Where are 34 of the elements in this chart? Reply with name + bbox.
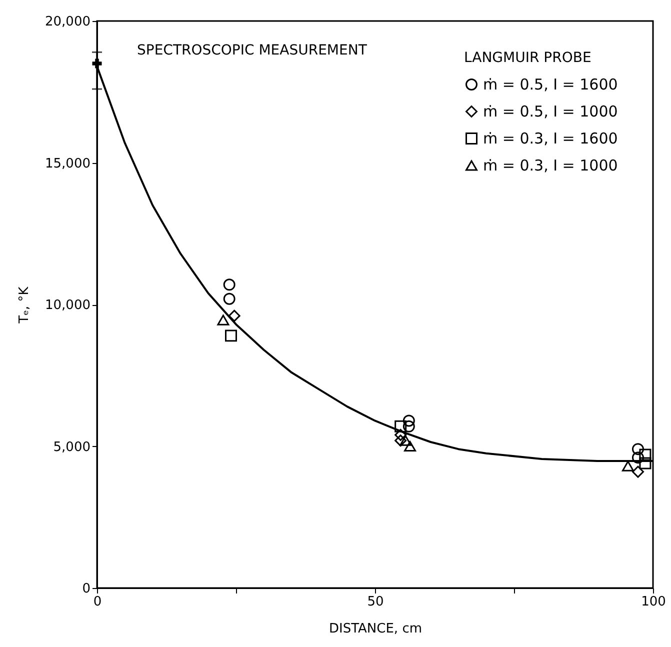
point — [632, 466, 644, 478]
legend-label: ṁ = 0.3, I = 1000 — [483, 156, 618, 174]
point — [394, 428, 407, 441]
point — [228, 310, 240, 322]
x-tick-label: 50 — [367, 594, 384, 610]
point — [632, 443, 644, 456]
point — [400, 435, 412, 446]
y-tick-label: 20,000 — [45, 14, 90, 30]
point — [217, 314, 230, 326]
y-tick-label: 10,000 — [45, 298, 90, 313]
point — [622, 460, 634, 472]
point — [394, 420, 407, 432]
y-tick-label: 5,000 — [53, 440, 90, 455]
y-axis-title: Tₑ, °K — [17, 286, 32, 324]
point — [639, 457, 652, 470]
point — [402, 420, 415, 432]
point — [394, 434, 407, 447]
point — [632, 452, 644, 464]
legend-title: LANGMUIR PROBE — [464, 50, 592, 66]
point — [225, 330, 237, 342]
y-tick-label: 15,000 — [45, 156, 90, 172]
point — [223, 278, 236, 291]
legend-label: ṁ = 0.5, I = 1600 — [483, 76, 618, 94]
annotation: SPECTROSCOPIC MEASUREMENT — [137, 42, 368, 59]
point — [639, 448, 652, 461]
point — [404, 440, 416, 452]
legend-label: ṁ = 0.3, I = 1600 — [483, 130, 618, 148]
y-tick-label: 0 — [82, 582, 90, 596]
x-tick-label: 0 — [93, 594, 102, 610]
legend-label: ṁ = 0.5, I = 1000 — [483, 102, 618, 120]
point — [223, 292, 236, 305]
x-tick-label: 100 — [641, 594, 666, 610]
point — [402, 414, 415, 427]
x-axis-title: DISTANCE, cm — [328, 622, 422, 636]
